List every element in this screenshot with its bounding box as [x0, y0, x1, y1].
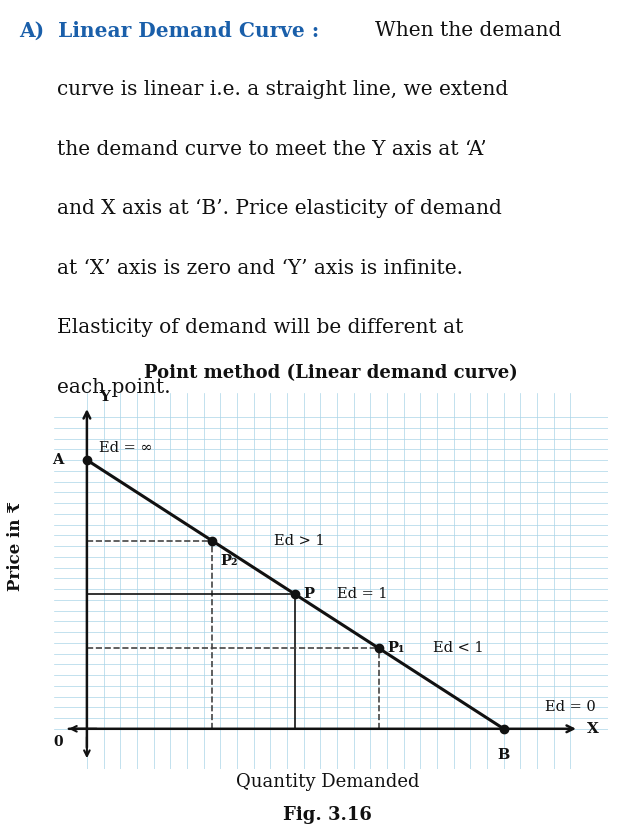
Text: Ed < 1: Ed < 1	[433, 641, 483, 655]
Text: A)  Linear Demand Curve :: A) Linear Demand Curve :	[19, 21, 326, 41]
Text: each point.: each point.	[57, 378, 170, 397]
Text: B: B	[498, 748, 510, 762]
Text: the demand curve to meet the Y axis at ‘A’: the demand curve to meet the Y axis at ‘…	[57, 140, 486, 159]
Text: Y: Y	[100, 390, 110, 404]
Text: Fig. 3.16: Fig. 3.16	[283, 805, 372, 824]
Text: P₁: P₁	[387, 641, 404, 655]
Text: Ed > 1: Ed > 1	[275, 533, 325, 547]
Text: Ed = 1: Ed = 1	[337, 587, 387, 601]
Text: Quantity Demanded: Quantity Demanded	[236, 772, 420, 791]
Text: Ed = ∞: Ed = ∞	[100, 441, 153, 455]
Text: curve is linear i.e. a straight line, we extend: curve is linear i.e. a straight line, we…	[57, 80, 508, 99]
Text: Ed = 0: Ed = 0	[546, 700, 596, 715]
Text: P: P	[304, 587, 314, 601]
Text: X: X	[587, 722, 599, 736]
Text: 0: 0	[53, 735, 62, 749]
Text: and X axis at ‘B’. Price elasticity of demand: and X axis at ‘B’. Price elasticity of d…	[57, 199, 501, 218]
Text: Elasticity of demand will be different at: Elasticity of demand will be different a…	[57, 318, 463, 337]
Text: at ‘X’ axis is zero and ‘Y’ axis is infinite.: at ‘X’ axis is zero and ‘Y’ axis is infi…	[57, 259, 462, 278]
Text: Price in ₹: Price in ₹	[8, 501, 24, 590]
Text: P₂: P₂	[220, 554, 238, 568]
Text: A: A	[52, 453, 64, 467]
Text: Point method (Linear demand curve): Point method (Linear demand curve)	[144, 364, 518, 382]
Text: When the demand: When the demand	[375, 21, 561, 40]
